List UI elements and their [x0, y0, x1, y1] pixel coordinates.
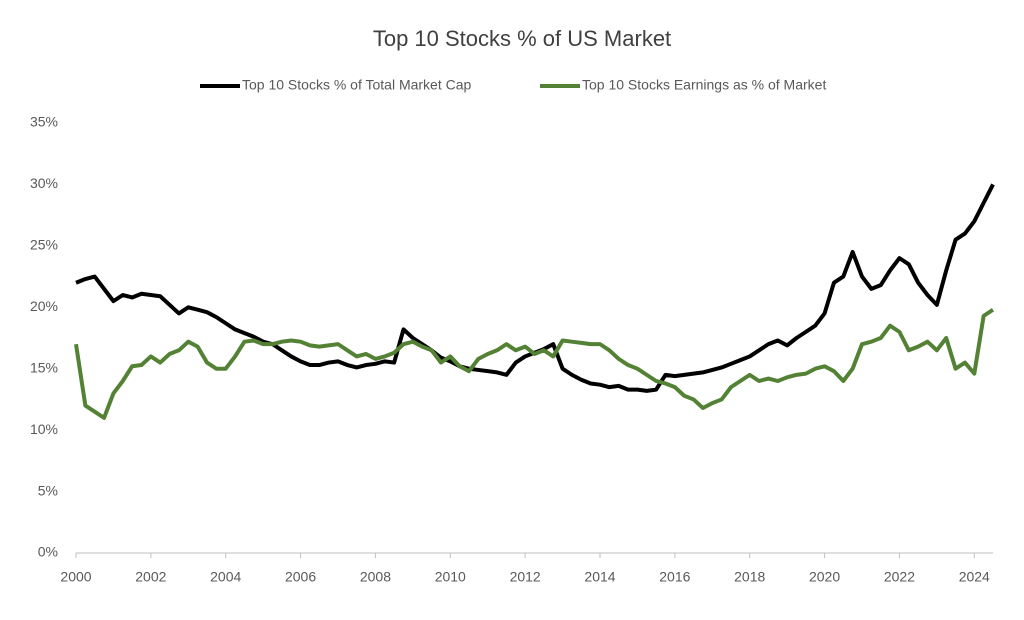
legend-label: Top 10 Stocks Earnings as % of Market	[582, 77, 826, 93]
y-tick-label: 15%	[30, 359, 58, 375]
legend-label: Top 10 Stocks % of Total Market Cap	[242, 77, 472, 93]
series-line	[74, 308, 995, 420]
x-tick-label: 2014	[584, 569, 615, 585]
x-tick-label: 2004	[210, 569, 241, 585]
y-tick-label: 10%	[30, 421, 58, 437]
x-tick-label: 2008	[360, 569, 391, 585]
x-tick-label: 2024	[959, 569, 990, 585]
y-tick-label: 20%	[30, 298, 58, 314]
x-tick-label: 2012	[510, 569, 541, 585]
y-tick-label: 25%	[30, 237, 58, 253]
y-tick-label: 35%	[30, 114, 58, 130]
x-tick-label: 2020	[809, 569, 840, 585]
y-tick-label: 5%	[38, 482, 58, 498]
x-tick-label: 2018	[734, 569, 765, 585]
x-tick-label: 2000	[60, 569, 91, 585]
y-tick-label: 30%	[30, 175, 58, 191]
x-tick-label: 2022	[884, 569, 915, 585]
x-tick-label: 2002	[135, 569, 166, 585]
x-tick-label: 2006	[285, 569, 316, 585]
chart-title: Top 10 Stocks % of US Market	[373, 26, 671, 51]
x-tick-label: 2010	[435, 569, 466, 585]
x-tick-label: 2016	[659, 569, 690, 585]
y-tick-label: 0%	[38, 544, 58, 560]
